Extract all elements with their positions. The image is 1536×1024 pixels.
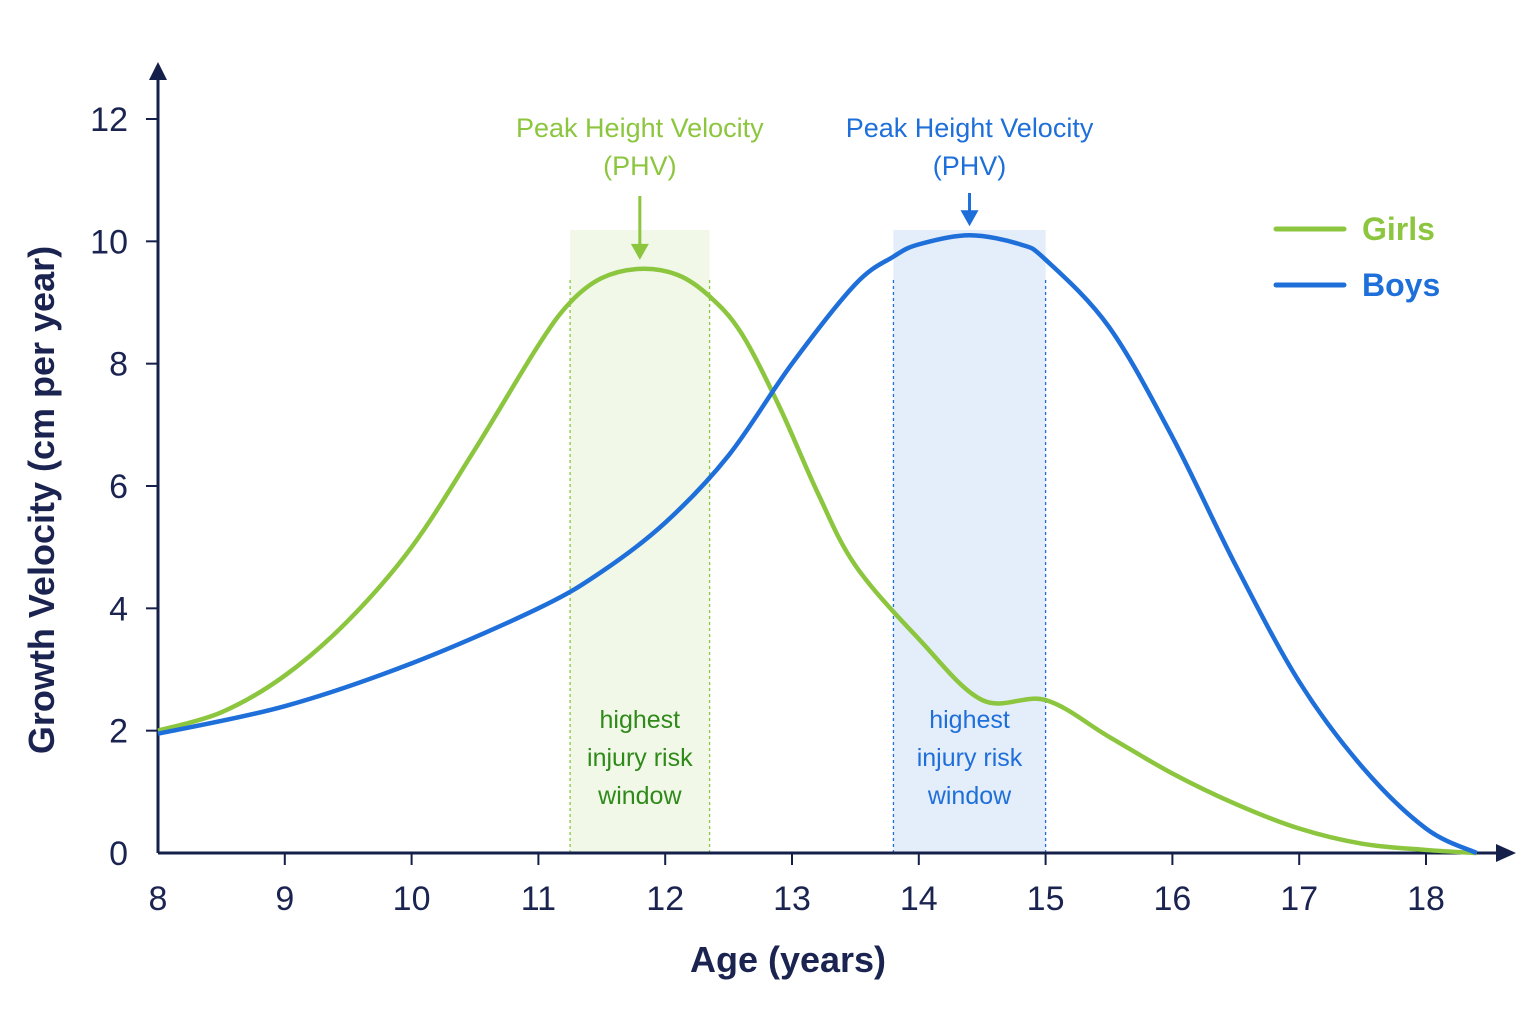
y-tick-label: 2: [109, 713, 128, 751]
x-tick-label: 16: [1153, 880, 1191, 918]
injury-band-label-line: injury risk: [917, 744, 1023, 772]
injury-band-label-0: highest injury risk window: [587, 706, 693, 810]
legend: Girls Boys: [1273, 211, 1440, 303]
phv-label-0: Peak Height Velocity (PHV): [516, 113, 764, 181]
injury-band-1: [893, 230, 1046, 853]
y-tick-label: 4: [109, 590, 128, 628]
y-axis-arrow: [149, 62, 167, 80]
phv-annotations: Peak Height Velocity (PHV)Peak Height Vel…: [516, 113, 1094, 260]
y-tick-label: 0: [109, 835, 128, 873]
series-lines: [157, 232, 1478, 856]
injury-band-label-line: highest: [929, 706, 1010, 734]
phv-label-line: Peak Height Velocity: [516, 113, 764, 143]
series-line-girls: [157, 266, 1477, 856]
injury-band-label-1: highest injury risk window: [917, 706, 1023, 810]
x-tick-label: 17: [1280, 880, 1318, 918]
y-tick-label: 10: [90, 223, 128, 261]
y-tick-label: 6: [109, 468, 128, 506]
x-axis-arrow: [1496, 844, 1516, 862]
y-axis-title: Growth Velocity (cm per year): [21, 246, 62, 754]
injury-band-label-line: injury risk: [587, 744, 693, 772]
x-tick-label: 13: [773, 880, 811, 918]
x-tick-label: 10: [393, 880, 431, 918]
x-tick-label: 12: [646, 880, 684, 918]
injury-band-label-line: window: [597, 782, 682, 810]
phv-label-line: (PHV): [603, 151, 677, 181]
x-tick-label: 11: [521, 880, 556, 918]
phv-arrow-head: [960, 210, 979, 227]
phv-label-line: (PHV): [933, 151, 1007, 181]
x-tick-label: 9: [275, 880, 294, 918]
x-tick-label: 18: [1407, 880, 1445, 918]
x-tick-label: 8: [149, 880, 168, 918]
injury-risk-bands: highest injury risk window highest injury ri…: [569, 230, 1047, 853]
axes: [149, 62, 1516, 862]
phv-arrow-head: [630, 243, 649, 260]
series-line-boys: [157, 232, 1478, 856]
y-tick-label: 12: [90, 101, 128, 139]
y-tick-label: 8: [109, 346, 128, 384]
legend-label-girls: Girls: [1362, 211, 1435, 247]
phv-label-1: Peak Height Velocity (PHV): [846, 113, 1094, 181]
phv-label-line: Peak Height Velocity: [846, 113, 1094, 143]
x-tick-label: 15: [1027, 880, 1065, 918]
y-ticks: 0 2 4 6 8 10 12: [90, 101, 158, 873]
x-ticks: 8 9 10 11 12 13 14 15 16 17 18: [149, 853, 1445, 918]
injury-band-label-line: highest: [600, 706, 681, 734]
legend-label-boys: Boys: [1362, 267, 1440, 303]
injury-band-label-line: window: [927, 782, 1012, 810]
x-axis-title: Age (years): [690, 939, 886, 980]
x-tick-label: 14: [900, 880, 938, 918]
